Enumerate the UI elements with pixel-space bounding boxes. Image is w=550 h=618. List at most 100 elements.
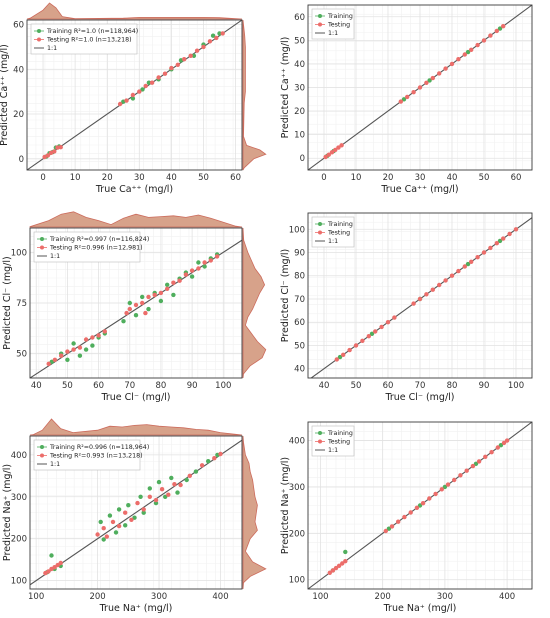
- training-point: [210, 33, 216, 38]
- x-tick-label: 100: [312, 592, 328, 602]
- x-density-area: [26, 2, 243, 20]
- x-tick-label: 90: [187, 381, 198, 391]
- x-tick-label: 50: [351, 381, 362, 391]
- y-tick-label: 300: [11, 493, 27, 503]
- testing-point: [445, 482, 451, 487]
- testing-point: [177, 278, 182, 283]
- testing-point: [129, 517, 134, 522]
- x-tick-label: 100: [215, 381, 231, 391]
- legend-label: 1:1: [328, 447, 338, 454]
- x-axis-label: True Cl⁻ (mg/l): [100, 392, 170, 403]
- testing-point: [159, 487, 165, 492]
- testing-point: [130, 92, 136, 98]
- x-tick-label: 60: [93, 381, 104, 391]
- y-tick-label: 90: [294, 249, 305, 259]
- training-point: [175, 490, 180, 495]
- training-point: [442, 484, 448, 490]
- x-tick-label: 100: [28, 592, 44, 602]
- x-tick-label: 10: [351, 173, 362, 183]
- right-marginal-density: [242, 19, 267, 171]
- testing-point: [475, 42, 480, 48]
- testing-point: [443, 278, 448, 283]
- testing-point: [439, 487, 444, 492]
- plot-frame: [26, 19, 243, 171]
- y-tick-label: 30: [294, 84, 305, 94]
- legend-label: Training R²=0.996 (n=118,964): [49, 444, 149, 451]
- training-point: [217, 31, 222, 36]
- testing-point: [385, 320, 391, 325]
- testing-point: [501, 236, 506, 241]
- testing-point: [420, 501, 426, 506]
- legend-label: 1:1: [328, 238, 338, 245]
- testing-point: [165, 286, 170, 291]
- testing-point: [427, 496, 432, 501]
- testing-point: [83, 337, 89, 342]
- x-axis-label: True Ca⁺⁺ (mg/l): [95, 184, 173, 195]
- testing-point: [507, 231, 512, 237]
- training-point: [184, 477, 189, 483]
- testing-point: [476, 459, 482, 464]
- testing-point: [156, 75, 161, 80]
- x-tick-label: 60: [511, 173, 522, 183]
- testing-point: [417, 296, 423, 302]
- x-tick-label: 400: [212, 592, 228, 602]
- training-point: [401, 97, 407, 102]
- testing-point: [411, 90, 416, 95]
- testing-point: [379, 324, 384, 330]
- y-tick-label: 50: [16, 350, 27, 360]
- training-point: [49, 553, 54, 558]
- testing-point: [452, 477, 457, 483]
- training-point: [126, 503, 131, 508]
- testing-point: [464, 468, 469, 473]
- testing-point: [220, 31, 225, 36]
- training-point: [146, 306, 151, 312]
- testing-point: [135, 500, 140, 506]
- testing-point: [494, 241, 499, 246]
- testing-point: [347, 347, 352, 353]
- testing-point: [59, 353, 64, 358]
- y-tick-label: 50: [294, 341, 305, 351]
- testing-point: [398, 99, 403, 104]
- training-point: [206, 459, 211, 464]
- x-axis-label: True Cl⁻ (mg/l): [384, 392, 454, 403]
- testing-point: [90, 335, 95, 340]
- training-point: [497, 26, 503, 31]
- legend-label: Testing: [327, 22, 350, 29]
- x-tick-label: 200: [89, 592, 105, 602]
- testing-point: [95, 532, 100, 537]
- training-point: [191, 53, 197, 58]
- training-point: [498, 443, 504, 448]
- testing-point: [475, 255, 480, 260]
- plot-frame: [307, 4, 533, 171]
- plot-content: [310, 216, 532, 378]
- testing-point: [353, 343, 359, 348]
- training-point: [165, 282, 170, 287]
- scatter-panel: 0 10 20 30 40 50 60 0 20 40 60 True Ca⁺⁺ (mg/l) Pred…: [0, 2, 267, 195]
- testing-point: [45, 153, 51, 158]
- legend-marker: [318, 222, 322, 226]
- training-point: [77, 353, 83, 358]
- training-point: [202, 264, 207, 269]
- legend-marker: [318, 22, 322, 27]
- legend-label: Training R²=1.0 (n=118,964): [46, 28, 138, 35]
- testing-point: [65, 349, 70, 354]
- testing-point: [169, 65, 174, 71]
- testing-point: [46, 569, 51, 574]
- testing-point: [462, 264, 467, 269]
- y-tick-label: 400: [11, 451, 27, 461]
- testing-point: [117, 101, 123, 107]
- y-tick-label: 75: [16, 299, 27, 309]
- testing-point: [383, 528, 388, 534]
- training-point: [146, 80, 152, 85]
- testing-point: [430, 287, 435, 292]
- testing-point: [443, 66, 448, 71]
- y-tick-label: 0: [300, 154, 305, 164]
- testing-point: [175, 62, 180, 67]
- testing-point: [339, 143, 344, 148]
- legend-label: Training R²=0.997 (n=116,824): [49, 236, 149, 243]
- training-point: [138, 494, 143, 499]
- training-point: [158, 298, 164, 304]
- testing-point: [430, 75, 435, 81]
- x-tick-label: 40: [31, 381, 42, 391]
- scatter-panel: 100 200 300 400 100 200 300 400 True Na⁺ (mg/l) P…: [280, 421, 533, 614]
